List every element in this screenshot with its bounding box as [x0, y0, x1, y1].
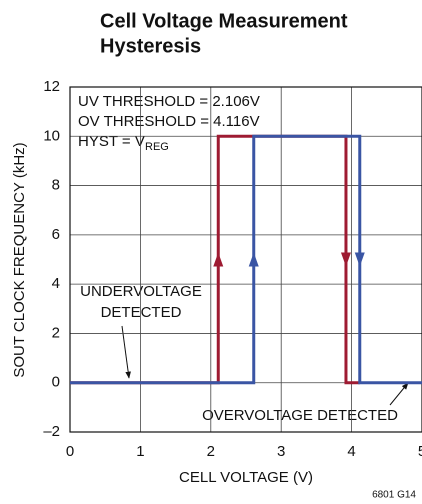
footnote: 6801 G14 [372, 490, 416, 501]
y-tick-label: 8 [52, 177, 60, 194]
x-tick-label: 4 [347, 443, 355, 460]
x-tick-label: 0 [66, 443, 74, 460]
chart-title: Cell Voltage Measurement [100, 10, 348, 32]
y-tick-label: 12 [43, 78, 60, 95]
y-axis-label: SOUT CLOCK FREQUENCY (kHz) [11, 142, 28, 377]
x-tick-label: 1 [136, 443, 144, 460]
annotation: UV THRESHOLD = 2.106V [78, 93, 260, 110]
direction-arrow [354, 252, 365, 267]
series-line [70, 134, 360, 385]
direction-arrow [248, 252, 259, 267]
chart-title: Hysteresis [100, 35, 201, 57]
direction-arrow [340, 252, 351, 267]
series-line [70, 134, 422, 385]
y-tick-label: 4 [52, 275, 60, 292]
x-tick-label: 5 [418, 443, 422, 460]
annotation: HYST = V [78, 133, 145, 150]
annotation: UNDERVOLTAGE [80, 283, 202, 300]
y-tick-label: –2 [43, 423, 60, 440]
direction-arrow [213, 252, 224, 267]
x-axis-label: CELL VOLTAGE (V) [179, 469, 313, 486]
annotation: DETECTED [101, 304, 182, 321]
annotation: OVERVOLTAGE DETECTED [202, 407, 398, 424]
annotation: OV THRESHOLD = 4.116V [78, 113, 260, 130]
x-tick-label: 2 [207, 443, 215, 460]
y-tick-label: 2 [52, 324, 60, 341]
leader-arrow [121, 325, 131, 379]
annotation: REG [145, 141, 169, 153]
y-tick-label: 10 [43, 127, 60, 144]
x-tick-label: 3 [277, 443, 285, 460]
y-tick-label: 0 [52, 374, 60, 391]
y-tick-label: 6 [52, 226, 60, 243]
plot-frame [69, 86, 422, 433]
leader-arrow [389, 382, 409, 406]
